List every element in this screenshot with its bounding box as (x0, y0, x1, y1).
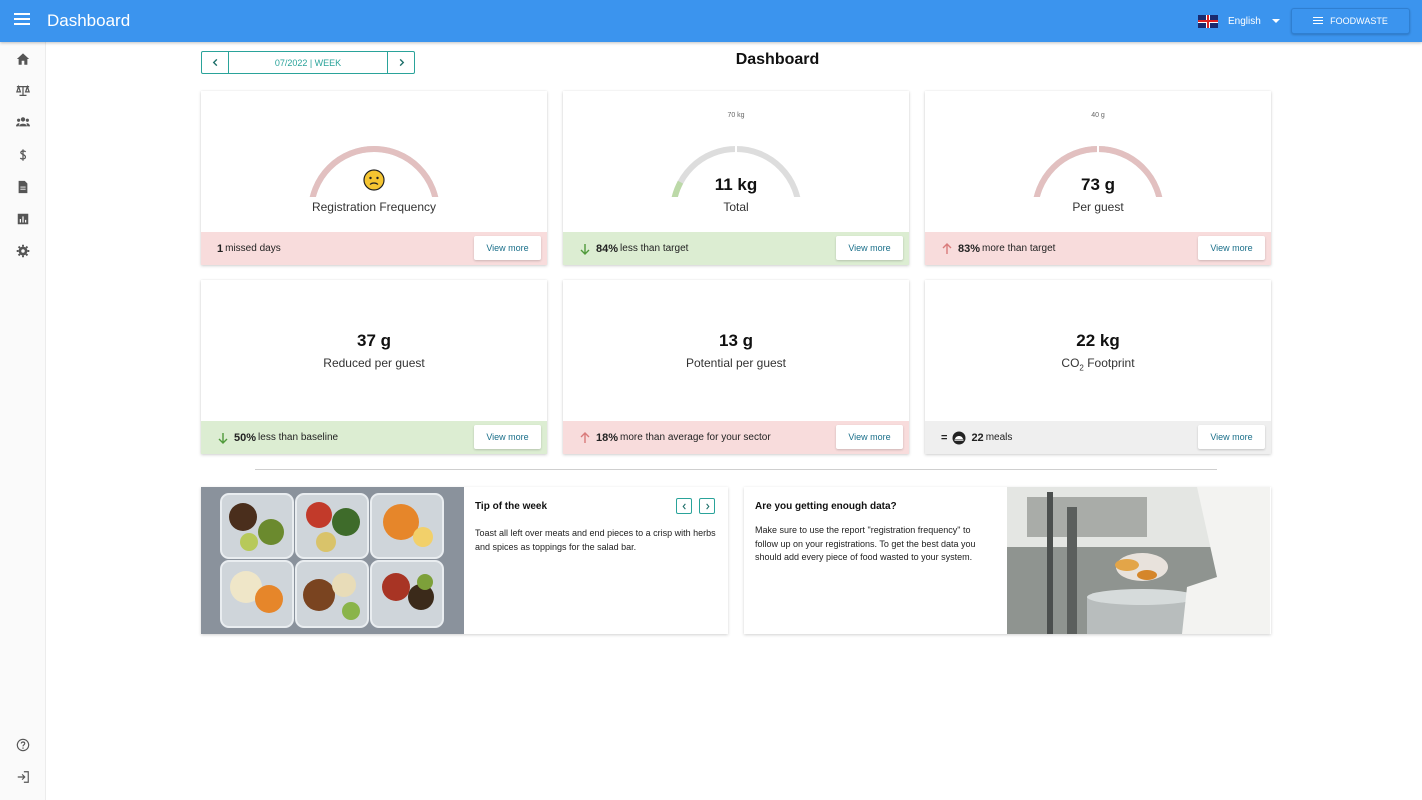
reduced-per-guest-card: 37 g Reduced per guest 50% less than bas… (201, 280, 547, 454)
menu-lines-icon (1313, 16, 1324, 26)
per-guest-footer: 83% more than target View more (925, 232, 1271, 265)
missed-days-text: missed days (225, 243, 281, 254)
gauge-max-label: 70 kg (727, 112, 745, 119)
reduced-label: Reduced per guest (323, 356, 425, 370)
total-footer-text: less than target (620, 243, 689, 254)
view-more-button[interactable]: View more (836, 425, 903, 449)
menu-icon[interactable] (14, 13, 30, 27)
next-period-button[interactable] (388, 52, 414, 73)
total-percent: 84% (596, 242, 619, 255)
arrow-down-icon (218, 432, 228, 444)
total-gauge (671, 143, 801, 197)
meal-icon (952, 431, 966, 444)
per-guest-percent: 83% (958, 242, 981, 255)
section-divider (255, 469, 1217, 470)
sidebar (0, 42, 46, 800)
top-app-bar: Dashboard English FOODWASTE (0, 0, 1422, 42)
caret-down-icon (1271, 19, 1280, 23)
missed-days-value: 1 (217, 242, 224, 255)
reduced-value: 37 g (356, 331, 392, 350)
potential-label: Potential per guest (685, 356, 787, 370)
total-value: 11 kg (714, 175, 758, 194)
chevron-right-icon (705, 503, 709, 509)
chevron-left-icon (682, 503, 686, 509)
arrow-down-icon (580, 243, 590, 255)
per-guest-card: 40 g 73 g Per guest 83% more than target… (925, 91, 1271, 265)
registration-gauge (309, 146, 439, 197)
tip-previous-button[interactable] (676, 498, 692, 514)
total-footer: 84% less than target View more (563, 232, 909, 265)
dollar-icon[interactable] (15, 147, 30, 162)
tip-next-button[interactable] (699, 498, 715, 514)
co2-footprint-card: 22 kg CO2 Footprint = 22 meals View more (925, 280, 1271, 454)
account-menu-button[interactable]: FOODWASTE (1291, 8, 1410, 34)
view-more-button[interactable]: View more (836, 236, 903, 260)
report-icon[interactable] (15, 179, 30, 194)
gauge-max-label: 40 g (1091, 112, 1105, 119)
tip-title: Tip of the week (475, 501, 548, 512)
uk-flag-icon (1198, 14, 1218, 28)
chevron-left-icon (212, 58, 217, 67)
sad-face-icon (363, 169, 385, 191)
per-guest-label: Per guest (1072, 200, 1124, 214)
period-selector: 07/2022 | WEEK (201, 51, 415, 74)
co2-value: 22 kg (1076, 331, 1120, 350)
view-more-button[interactable]: View more (474, 236, 541, 260)
view-more-button[interactable]: View more (474, 425, 541, 449)
co2-label: CO2 Footprint (1061, 356, 1135, 373)
per-guest-footer-text: more than target (982, 243, 1056, 254)
kitchen-chef-photo (1007, 487, 1270, 634)
potential-percent: 18% (596, 431, 619, 444)
meal-prep-photo (201, 487, 464, 634)
tip-of-the-week-card: Tip of the week Toast all left over meat… (201, 487, 728, 634)
logout-icon[interactable] (15, 769, 30, 784)
reduced-footer-text: less than baseline (258, 432, 339, 443)
chevron-right-icon (399, 58, 404, 67)
enough-data-card: Are you getting enough data? Make sure t… (744, 487, 1271, 634)
meals-text: meals (985, 432, 1013, 443)
help-icon[interactable] (15, 737, 30, 752)
potential-footer: 18% more than average for your sector Vi… (563, 421, 909, 454)
scale-icon[interactable] (15, 83, 30, 98)
settings-icon[interactable] (15, 243, 30, 258)
tip-text: Toast all left over meats and end pieces… (475, 528, 716, 552)
home-icon[interactable] (15, 51, 30, 66)
potential-value: 13 g (718, 331, 754, 350)
language-label: English (1228, 15, 1261, 27)
arrow-up-icon (942, 242, 952, 254)
per-guest-gauge (1033, 143, 1163, 197)
per-guest-value: 73 g (1080, 175, 1116, 194)
total-label: Total (723, 200, 749, 214)
co2-footer: = 22 meals View more (925, 421, 1271, 454)
registration-label: Registration Frequency (311, 200, 437, 214)
page-title: Dashboard (735, 51, 820, 68)
registration-frequency-card: Registration Frequency 1 missed days Vie… (201, 91, 547, 265)
arrow-up-icon (580, 431, 590, 443)
bar-chart-icon[interactable] (15, 211, 30, 226)
previous-period-button[interactable] (202, 52, 228, 73)
data-tip-text: Make sure to use the report "registratio… (755, 525, 976, 562)
reduced-footer: 50% less than baseline View more (201, 421, 547, 454)
data-tip-title: Are you getting enough data? (755, 501, 897, 512)
view-more-button[interactable]: View more (1198, 425, 1265, 449)
reduced-percent: 50% (234, 431, 257, 444)
equals-sign: = (941, 431, 948, 444)
view-more-button[interactable]: View more (1198, 236, 1265, 260)
potential-footer-text: more than average for your sector (620, 432, 771, 443)
registration-footer: 1 missed days View more (201, 232, 547, 265)
language-selector[interactable]: English (1198, 12, 1280, 30)
app-title: Dashboard (47, 11, 131, 30)
meals-value: 22 (971, 431, 984, 444)
users-icon[interactable] (15, 114, 30, 129)
total-card: 70 kg 11 kg Total 84% less than target V… (563, 91, 909, 265)
potential-per-guest-card: 13 g Potential per guest 18% more than a… (563, 280, 909, 454)
account-label: FOODWASTE (1330, 16, 1388, 26)
period-label[interactable]: 07/2022 | WEEK (228, 52, 388, 73)
